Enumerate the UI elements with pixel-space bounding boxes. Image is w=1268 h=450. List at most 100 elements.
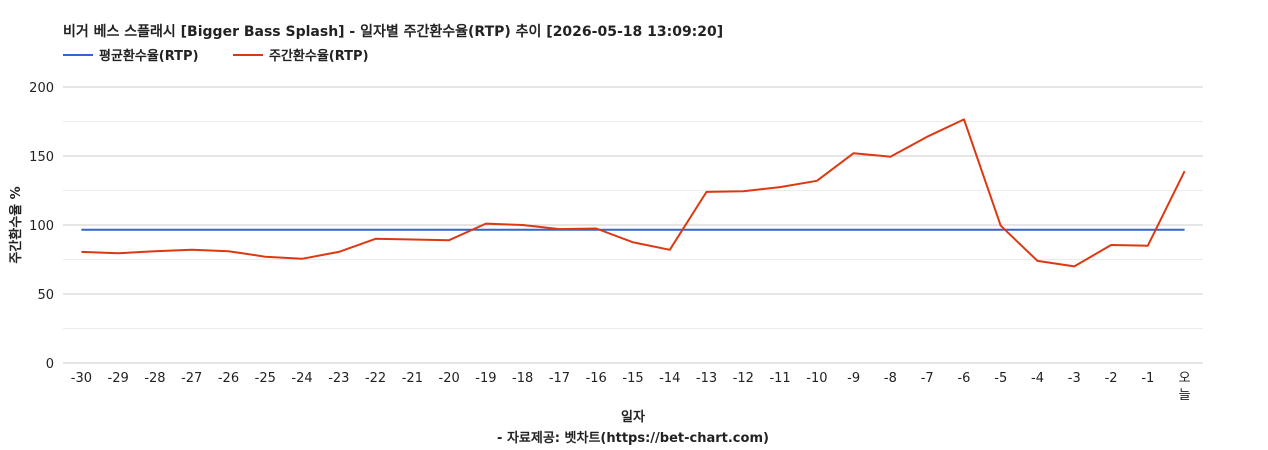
series-lines [77,115,1189,270]
data-point[interactable] [886,153,894,161]
data-point[interactable] [666,226,674,234]
series-line-weekly-rtp[interactable] [81,118,1186,268]
data-point[interactable] [776,183,784,191]
x-tick-label: -10 [806,371,827,386]
data-point[interactable] [298,255,306,263]
x-tick-label: -30 [71,371,92,386]
data-point[interactable] [482,220,490,228]
data-point[interactable] [1144,226,1152,234]
data-point[interactable] [776,226,784,234]
data-point[interactable] [1144,242,1152,250]
data-point[interactable] [813,226,821,234]
data-point[interactable] [739,226,747,234]
y-tick-label: 150 [29,150,54,165]
data-point[interactable] [519,221,527,229]
data-point[interactable] [886,226,894,234]
data-point[interactable] [1107,226,1115,234]
x-tick-label: -8 [884,371,897,386]
data-point[interactable] [1034,257,1042,265]
data-point[interactable] [1070,262,1078,270]
data-point[interactable] [188,246,196,254]
x-tick-label: -25 [255,371,276,386]
x-tick-label: -9 [847,371,860,386]
y-tick-label: 0 [46,357,54,372]
x-tick-label: -16 [586,371,607,386]
legend-label-weekly: 주간환수율(RTP) [269,48,369,64]
data-point[interactable] [923,133,931,141]
data-point[interactable] [666,246,674,254]
x-tick-label: -5 [994,371,1007,386]
x-tick-label: -26 [218,371,239,386]
data-point[interactable] [1034,226,1042,234]
data-point[interactable] [555,225,563,233]
x-tick-label: -4 [1031,371,1044,386]
data-point[interactable] [77,226,85,234]
data-point[interactable] [739,187,747,195]
x-tick-label: -15 [622,371,643,386]
data-point[interactable] [188,226,196,234]
x-tick-label: -19 [475,371,496,386]
y-axis-ticks: 0 50 100 150 200 [29,81,54,372]
data-point[interactable] [1070,226,1078,234]
x-tick-label: -17 [549,371,570,386]
x-tick-label: -14 [659,371,680,386]
data-point[interactable] [923,226,931,234]
x-tick-label: -7 [921,371,934,386]
y-tick-label: 100 [29,219,54,234]
x-tick-label: -27 [181,371,202,386]
data-point[interactable] [703,188,711,196]
data-point[interactable] [629,238,637,246]
data-point[interactable] [372,235,380,243]
data-point[interactable] [261,226,269,234]
data-point[interactable] [114,226,122,234]
x-tick-label: -3 [1068,371,1081,386]
x-tick-label: 오 [1179,371,1191,386]
x-tick-label: -24 [291,371,312,386]
data-point[interactable] [224,226,232,234]
x-tick-label: -28 [144,371,165,386]
data-point[interactable] [1107,241,1115,249]
legend-item-weekly[interactable]: 주간환수율(RTP) [233,48,369,64]
data-point[interactable] [960,115,968,123]
data-point[interactable] [960,226,968,234]
legend-label-average: 평균환수율(RTP) [99,48,199,64]
x-tick-label: -18 [512,371,533,386]
x-tick-label: -21 [402,371,423,386]
data-point[interactable] [997,222,1005,230]
data-point[interactable] [703,226,711,234]
y-tick-label: 200 [29,81,54,96]
legend: 평균환수율(RTP) 주간환수율(RTP) [63,48,369,64]
y-tick-label: 50 [37,288,54,303]
legend-item-average[interactable]: 평균환수율(RTP) [63,48,199,64]
data-point[interactable] [629,226,637,234]
data-point[interactable] [335,226,343,234]
data-point[interactable] [298,226,306,234]
data-point[interactable] [372,226,380,234]
x-tick-label: 늘 [1179,388,1191,403]
x-tick-label: -2 [1105,371,1118,386]
data-point[interactable] [151,226,159,234]
data-point[interactable] [813,177,821,185]
data-point[interactable] [1181,167,1189,175]
data-point[interactable] [445,226,453,234]
data-point[interactable] [114,249,122,257]
data-point[interactable] [151,247,159,255]
x-tick-label: -11 [769,371,790,386]
x-tick-label: -23 [328,371,349,386]
data-point[interactable] [77,248,85,256]
data-point[interactable] [224,247,232,255]
x-tick-label: -22 [365,371,386,386]
x-tick-label: -12 [733,371,754,386]
data-point[interactable] [335,248,343,256]
y-axis-title: 주간환수율 % [8,186,24,263]
data-point[interactable] [408,235,416,243]
data-point[interactable] [1181,226,1189,234]
data-point[interactable] [592,224,600,232]
data-point[interactable] [850,226,858,234]
data-point[interactable] [850,149,858,157]
data-point[interactable] [261,253,269,261]
data-point[interactable] [445,236,453,244]
x-tick-label: -20 [439,371,460,386]
data-point[interactable] [408,226,416,234]
